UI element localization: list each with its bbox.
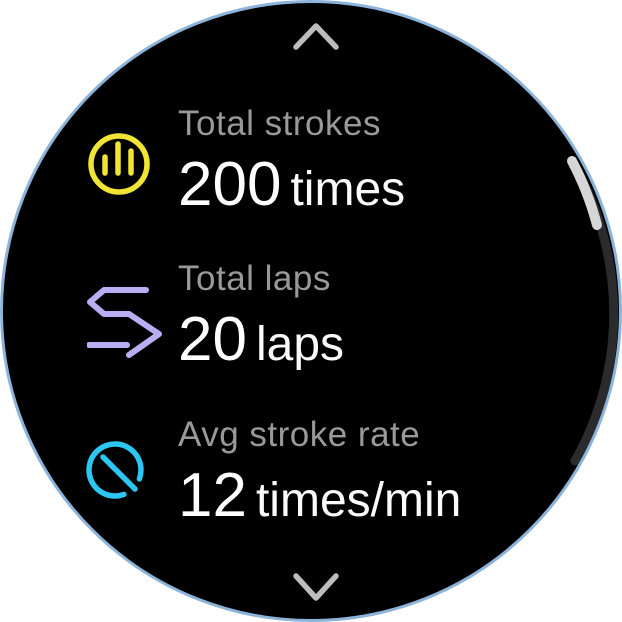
stat-label: Avg stroke rate — [178, 415, 421, 454]
stat-unit: laps — [255, 318, 345, 371]
bar-chart-icon — [85, 130, 153, 198]
stat-unit: times — [290, 163, 406, 216]
scroll-up-chevron-icon[interactable] — [283, 15, 353, 57]
swap-arrows-icon — [87, 284, 163, 362]
stat-unit: times/min — [255, 474, 462, 527]
stat-value: 20 — [178, 305, 247, 374]
stat-row-total-laps: Total laps 20 laps — [178, 261, 344, 371]
scrollbar-thumb[interactable] — [567, 156, 602, 230]
scroll-down-chevron-icon[interactable] — [283, 566, 353, 608]
chevron-down-shape — [293, 573, 339, 601]
stat-label: Total strokes — [178, 104, 381, 143]
stat-label: Total laps — [178, 259, 331, 298]
stat-value: 12 — [178, 461, 247, 530]
stat-value: 200 — [178, 150, 282, 219]
chevron-up-shape — [293, 23, 339, 50]
stat-row-avg-stroke-rate: Avg stroke rate 12 times/min — [178, 417, 461, 527]
stat-row-total-strokes: Total strokes 200 times — [178, 106, 405, 216]
gauge-icon — [84, 439, 146, 501]
